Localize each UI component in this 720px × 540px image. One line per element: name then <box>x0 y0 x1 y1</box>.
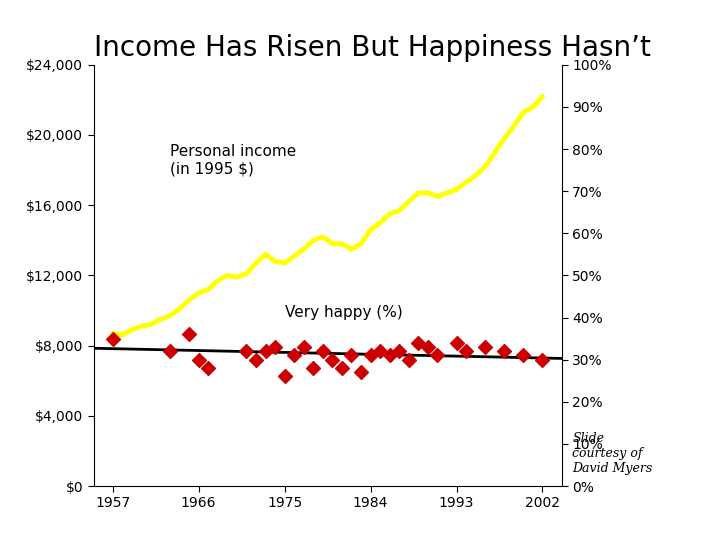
Point <box>374 347 386 355</box>
Point <box>384 351 395 360</box>
Point <box>317 347 328 355</box>
Point <box>251 355 262 364</box>
Point <box>518 351 529 360</box>
Point <box>365 351 377 360</box>
Point <box>413 339 424 347</box>
Point <box>298 343 310 352</box>
Point <box>289 351 300 360</box>
Point <box>327 355 338 364</box>
Point <box>480 343 491 352</box>
Point <box>164 347 176 355</box>
Point <box>346 351 357 360</box>
Point <box>260 347 271 355</box>
Point <box>269 343 281 352</box>
Point <box>432 351 444 360</box>
Point <box>451 339 462 347</box>
Point <box>393 347 405 355</box>
Point <box>498 347 510 355</box>
Point <box>422 343 433 352</box>
Point <box>336 364 348 373</box>
Point <box>536 355 548 364</box>
Text: Very happy (%): Very happy (%) <box>284 305 402 320</box>
Text: Income Has Risen But Happiness Hasn’t: Income Has Risen But Happiness Hasn’t <box>94 35 650 63</box>
Point <box>107 334 119 343</box>
Point <box>240 347 252 355</box>
Point <box>202 364 214 373</box>
Point <box>355 368 366 376</box>
Point <box>460 347 472 355</box>
Point <box>279 372 290 381</box>
Point <box>193 355 204 364</box>
Point <box>184 330 195 339</box>
Text: Personal income
(in 1995 $): Personal income (in 1995 $) <box>170 144 296 176</box>
Text: Slide
courtesy of
David Myers: Slide courtesy of David Myers <box>572 432 652 475</box>
Point <box>403 355 415 364</box>
Point <box>307 364 319 373</box>
